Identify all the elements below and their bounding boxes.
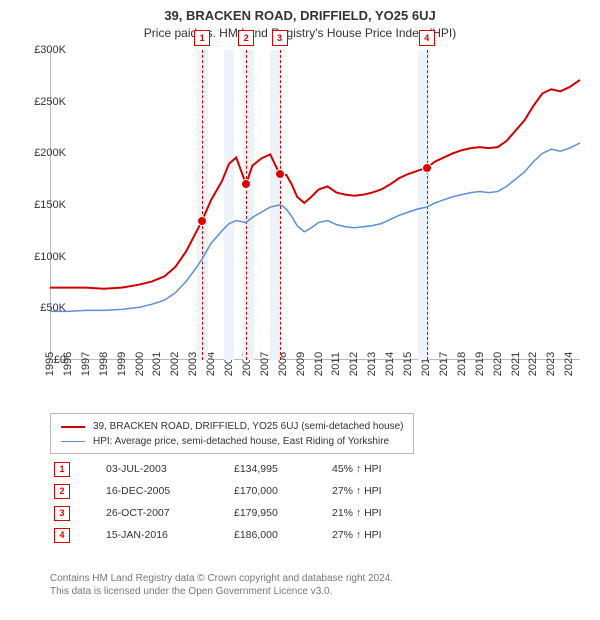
sale-row-date: 03-JUL-2003 bbox=[88, 463, 216, 475]
sale-dot bbox=[422, 163, 432, 173]
sale-row-marker: 4 bbox=[54, 528, 70, 543]
sale-dot bbox=[197, 216, 207, 226]
sale-row-pct: 27% ↑ HPI bbox=[332, 529, 422, 541]
sale-row-price: £179,950 bbox=[234, 507, 314, 519]
sale-row: 1 03-JUL-2003 £134,995 45% ↑ HPI bbox=[50, 458, 580, 480]
sale-row-price: £186,000 bbox=[234, 529, 314, 541]
sale-marker-box: 4 bbox=[419, 30, 435, 46]
sale-row-pct: 21% ↑ HPI bbox=[332, 507, 422, 519]
sale-row-marker: 1 bbox=[54, 462, 70, 477]
legend-label-hpi: HPI: Average price, semi-detached house,… bbox=[93, 434, 389, 449]
chart-title: 39, BRACKEN ROAD, DRIFFIELD, YO25 6UJ bbox=[0, 0, 600, 23]
series-property bbox=[50, 80, 580, 289]
sale-row: 2 16-DEC-2005 £170,000 27% ↑ HPI bbox=[50, 480, 580, 502]
footer: Contains HM Land Registry data © Crown c… bbox=[50, 572, 393, 598]
sale-marker-box: 1 bbox=[194, 30, 210, 46]
legend-swatch-hpi bbox=[61, 441, 85, 442]
legend-label-property: 39, BRACKEN ROAD, DRIFFIELD, YO25 6UJ (s… bbox=[93, 419, 403, 434]
sale-row-pct: 45% ↑ HPI bbox=[332, 463, 422, 475]
footer-line-2: This data is licensed under the Open Gov… bbox=[50, 585, 393, 598]
sale-row-date: 16-DEC-2005 bbox=[88, 485, 216, 497]
sale-row-price: £170,000 bbox=[234, 485, 314, 497]
sale-row-date: 15-JAN-2016 bbox=[88, 529, 216, 541]
sale-row: 4 15-JAN-2016 £186,000 27% ↑ HPI bbox=[50, 524, 580, 546]
legend: 39, BRACKEN ROAD, DRIFFIELD, YO25 6UJ (s… bbox=[50, 413, 414, 454]
sales-table: 1 03-JUL-2003 £134,995 45% ↑ HPI 2 16-DEC-200… bbox=[50, 458, 580, 546]
sale-row: 3 26-OCT-2007 £179,950 21% ↑ HPI bbox=[50, 502, 580, 524]
sale-row-pct: 27% ↑ HPI bbox=[332, 485, 422, 497]
sale-dot bbox=[275, 169, 285, 179]
sale-row-marker: 2 bbox=[54, 484, 70, 499]
sale-marker-box: 2 bbox=[238, 30, 254, 46]
sale-row-marker: 3 bbox=[54, 506, 70, 521]
line-plot bbox=[50, 50, 580, 360]
sale-row-date: 26-OCT-2007 bbox=[88, 507, 216, 519]
footer-line-1: Contains HM Land Registry data © Crown c… bbox=[50, 572, 393, 585]
sale-row-price: £134,995 bbox=[234, 463, 314, 475]
sale-dot bbox=[241, 179, 251, 189]
chart-subtitle: Price paid vs. HM Land Registry's House … bbox=[0, 23, 600, 46]
sale-marker-box: 3 bbox=[272, 30, 288, 46]
legend-swatch-property bbox=[61, 426, 85, 428]
